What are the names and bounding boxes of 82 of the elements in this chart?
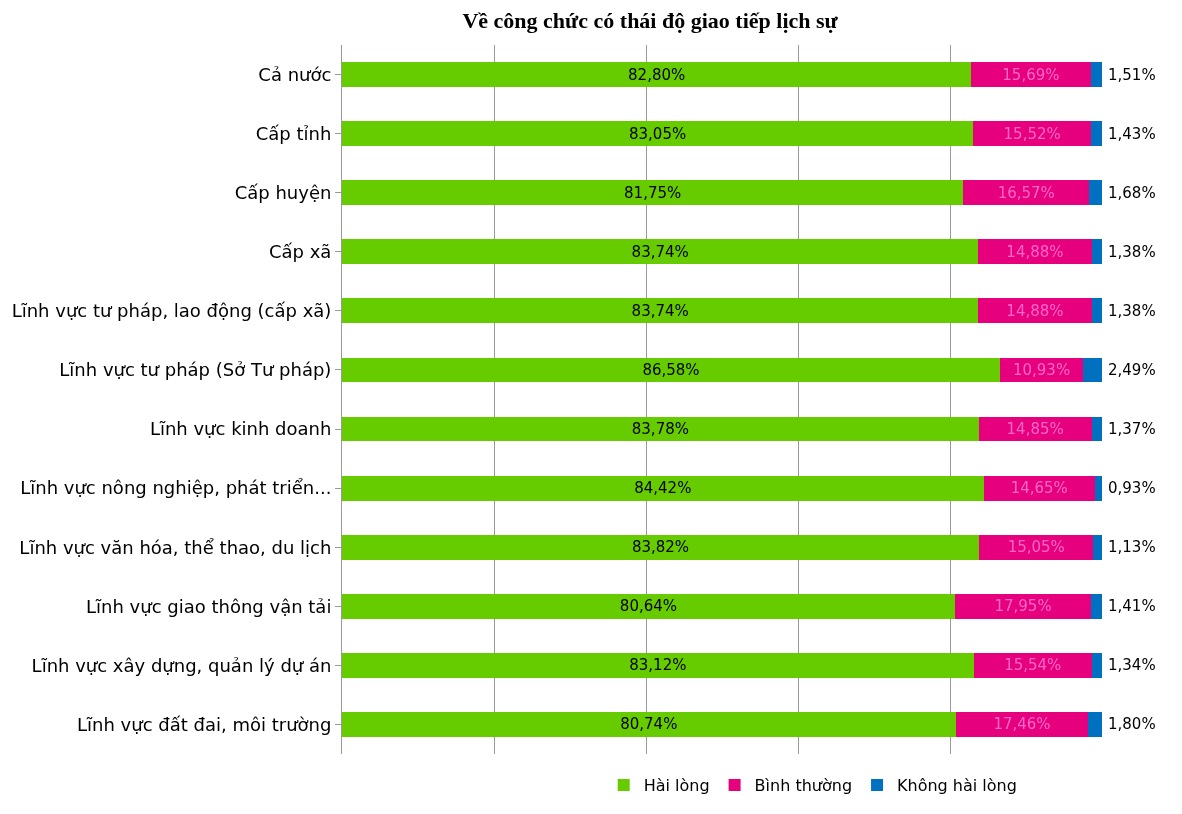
bar bbox=[342, 416, 979, 442]
data-label: 15,52% bbox=[1003, 124, 1061, 143]
bar bbox=[342, 357, 1001, 383]
bar bbox=[342, 593, 955, 619]
data-label: 15,54% bbox=[1004, 656, 1062, 675]
data-label: 10,93% bbox=[1012, 360, 1071, 379]
bar bbox=[342, 534, 980, 560]
bar bbox=[342, 62, 972, 87]
data-label: 1,37% bbox=[1108, 420, 1156, 438]
bar bbox=[342, 652, 974, 678]
bar bbox=[1091, 593, 1102, 619]
data-label: 83,78% bbox=[631, 420, 689, 439]
bar bbox=[973, 121, 1092, 147]
y-tick-label: Lĩnh vực tư pháp, lao động (cấp xã) bbox=[11, 300, 332, 322]
bar bbox=[342, 298, 979, 324]
data-label: 15,69% bbox=[1002, 65, 1060, 84]
y-tick-label: Lĩnh vực văn hóa, thể thao, du lịch bbox=[19, 536, 332, 558]
bar bbox=[1091, 121, 1102, 147]
chart-title: Về công chức có thái độ giao tiếp lịch sự bbox=[462, 7, 839, 33]
data-label: 80,74% bbox=[620, 715, 678, 734]
data-label: 1,38% bbox=[1108, 302, 1156, 320]
y-tick-label: Cả nước bbox=[258, 63, 332, 85]
data-label: 14,65% bbox=[1010, 479, 1068, 498]
bar bbox=[1089, 180, 1102, 206]
bar bbox=[1088, 712, 1102, 737]
y-tick-label: Lĩnh vực giao thông vận tải bbox=[86, 595, 332, 617]
bar bbox=[1094, 475, 1102, 501]
bar bbox=[342, 712, 956, 737]
data-label: 14,88% bbox=[1006, 242, 1064, 261]
data-label: 1,41% bbox=[1108, 597, 1156, 615]
bar bbox=[342, 121, 974, 147]
y-tick-label: Cấp huyện bbox=[234, 182, 332, 204]
bar bbox=[973, 652, 1092, 678]
data-label: 83,74% bbox=[631, 301, 689, 320]
legend-label: Hài lòng bbox=[643, 776, 710, 796]
data-label: 15,05% bbox=[1007, 538, 1065, 557]
y-tick-label: Lĩnh vực đất đai, môi trường bbox=[77, 713, 332, 735]
data-label: 84,42% bbox=[634, 479, 692, 498]
data-label: 2,49% bbox=[1108, 361, 1156, 379]
data-label: 1,43% bbox=[1108, 125, 1156, 143]
bar bbox=[1091, 416, 1102, 442]
data-label: 14,85% bbox=[1006, 420, 1064, 439]
data-label: 81,75% bbox=[624, 183, 682, 202]
y-tick-label: Lĩnh vực tư pháp (Sở Tư pháp) bbox=[59, 359, 332, 381]
bar bbox=[1091, 298, 1102, 324]
y-tick-label: Cấp tỉnh bbox=[255, 122, 332, 144]
bar bbox=[1090, 62, 1102, 87]
legend-label: Không hài lòng bbox=[897, 776, 1017, 796]
data-label: 83,12% bbox=[629, 656, 687, 675]
data-label: 1,51% bbox=[1108, 66, 1156, 84]
bar bbox=[963, 180, 1090, 206]
data-label: 83,74% bbox=[631, 242, 689, 261]
bar bbox=[954, 593, 1092, 619]
y-tick-label: Cấp xã bbox=[268, 241, 332, 263]
bar bbox=[955, 712, 1089, 737]
data-label: 17,46% bbox=[993, 715, 1051, 734]
bar bbox=[1083, 357, 1102, 383]
data-label: 82,80% bbox=[628, 65, 686, 84]
data-label: 1,34% bbox=[1108, 656, 1156, 674]
data-label: 83,82% bbox=[631, 538, 690, 557]
data-label: 83,05% bbox=[628, 124, 687, 143]
legend-label: Bình thường bbox=[754, 776, 853, 796]
y-tick-label: Lĩnh vực kinh doanh bbox=[149, 418, 332, 440]
data-label: 14,88% bbox=[1006, 301, 1064, 320]
bar bbox=[1091, 239, 1102, 265]
bar bbox=[1093, 534, 1102, 560]
data-label: 1,38% bbox=[1108, 243, 1156, 261]
bar bbox=[971, 62, 1091, 87]
data-label: 1,13% bbox=[1108, 538, 1156, 556]
data-label: 17,95% bbox=[994, 597, 1052, 616]
data-label: 1,68% bbox=[1108, 184, 1156, 202]
y-tick-label: Lĩnh vực xây dựng, quản lý dự án bbox=[31, 654, 332, 676]
data-label: 16,57% bbox=[997, 183, 1055, 202]
data-label: 80,64% bbox=[619, 597, 678, 616]
bar bbox=[342, 239, 979, 265]
bar bbox=[342, 180, 964, 206]
data-label: 1,80% bbox=[1108, 715, 1156, 733]
bar bbox=[1091, 652, 1102, 678]
data-label: 86,58% bbox=[642, 360, 700, 379]
y-tick-label: Lĩnh vực nông nghiệp, phát triển... bbox=[20, 477, 332, 499]
data-label: 0,93% bbox=[1108, 479, 1156, 497]
bar bbox=[342, 475, 984, 501]
